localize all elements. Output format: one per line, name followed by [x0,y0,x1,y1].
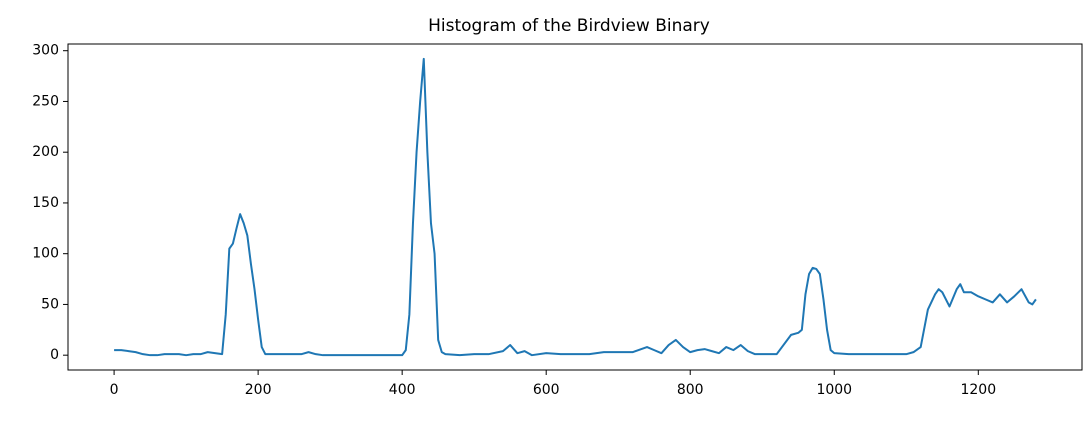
x-tick-label: 400 [389,382,416,398]
chart-title: Histogram of the Birdview Binary [428,16,710,36]
y-tick-label: 50 [41,296,59,312]
x-tick-label: 200 [245,382,272,398]
x-tick-label: 1200 [960,382,996,398]
y-tick-label: 250 [32,93,59,109]
y-tick-label: 200 [32,144,59,160]
plot-frame [67,43,1083,371]
y-tick-label: 150 [32,195,59,211]
x-tick-label: 1000 [816,382,852,398]
x-tick-label: 800 [677,382,704,398]
x-tick-label: 0 [110,382,119,398]
data-line [114,57,1037,357]
y-tick-label: 100 [32,246,59,262]
x-tick-label: 600 [533,382,560,398]
y-tick-label: 0 [50,347,59,363]
y-tick-label: 300 [32,43,59,59]
